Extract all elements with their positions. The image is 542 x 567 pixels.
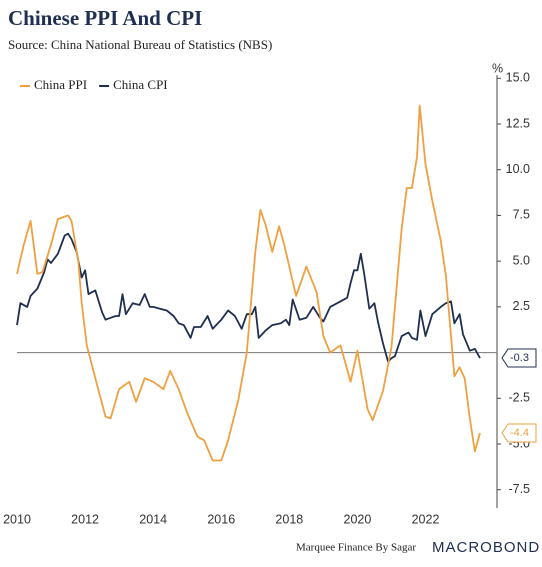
y-tick-label: 2.5 <box>513 299 530 313</box>
y-tick-label: -7.5 <box>508 482 530 496</box>
y-tick-label: 10.0 <box>506 162 530 176</box>
series-line <box>16 104 481 462</box>
y-tick-label: -2.5 <box>508 391 530 405</box>
end-label-box <box>501 423 537 443</box>
footer: Marquee Finance By Sagar <box>296 542 416 554</box>
x-tick-label: 2018 <box>275 512 303 526</box>
end-label-box <box>501 348 537 368</box>
y-tick-label: 5.0 <box>513 253 530 267</box>
chart-subtitle: Source: China National Bureau of Statist… <box>8 37 272 52</box>
legend-label: China CPI <box>113 77 168 92</box>
x-tick-label: 2014 <box>139 512 167 526</box>
brand: MACROBOND <box>432 539 540 556</box>
y-tick-label: 7.5 <box>513 208 530 222</box>
end-label: -0.3 <box>510 352 529 364</box>
x-tick-label: 2016 <box>207 512 235 526</box>
y-tick-label: 15.0 <box>506 71 530 85</box>
end-label: -4.4 <box>510 427 529 439</box>
y-tick-label: 12.5 <box>506 116 530 130</box>
x-tick-label: 2012 <box>71 512 99 526</box>
legend-label: China PPI <box>34 77 87 92</box>
chart-title: Chinese PPI And CPI <box>8 6 202 30</box>
y-unit: % <box>492 61 503 75</box>
x-tick-label: 2022 <box>412 512 440 526</box>
x-tick-label: 2010 <box>3 512 31 526</box>
x-tick-label: 2020 <box>344 512 372 526</box>
